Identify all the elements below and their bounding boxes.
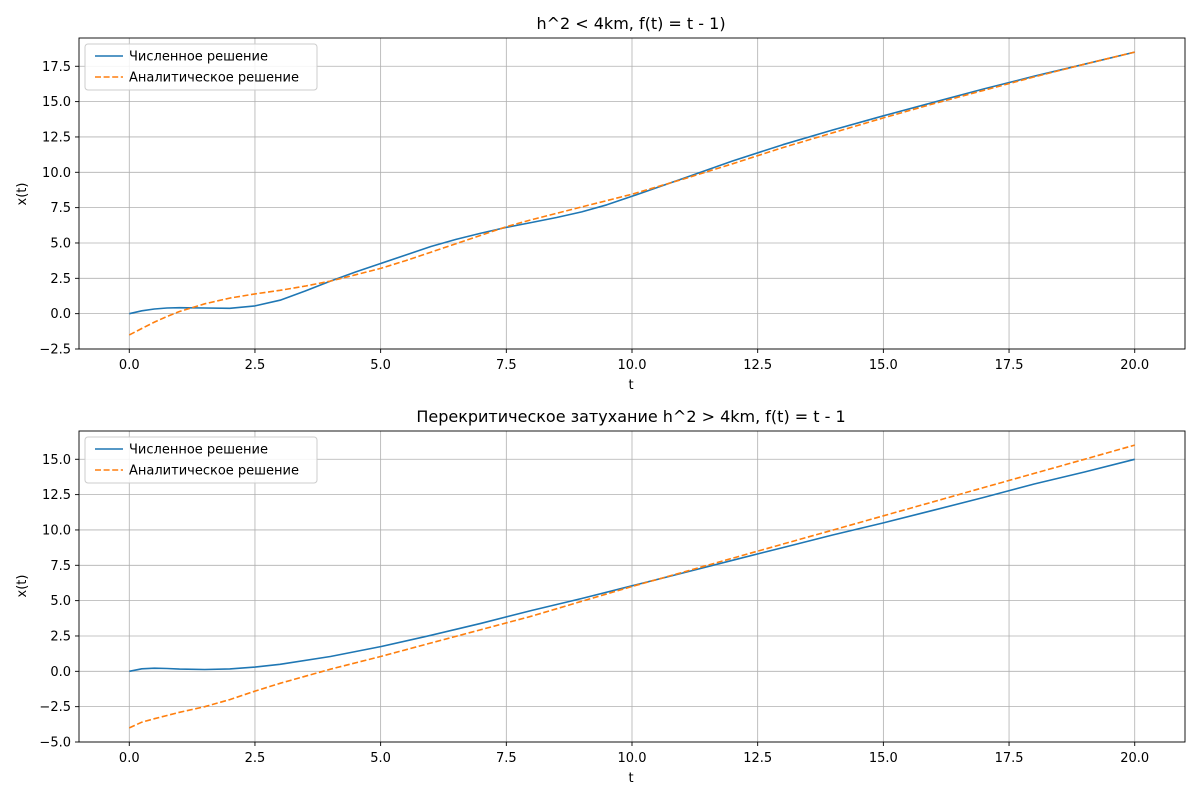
x-tick-label: 20.0 <box>1120 358 1149 373</box>
x-tick-label: 15.0 <box>869 751 898 766</box>
x-tick-label: 10.0 <box>618 751 647 766</box>
legend-label: Численное решение <box>129 443 268 458</box>
plot-area: 0.0 2.5 5.0 7.5 10.0 12.5 15.0 17.5 20.0 −5.0 −2.5… <box>39 430 1186 766</box>
legend: Численное решение Аналитическое решение <box>84 43 318 91</box>
y-tick-label: 0.0 <box>50 665 71 680</box>
x-tick-label: 10.0 <box>618 358 647 373</box>
x-tick-label: 17.5 <box>995 358 1024 373</box>
series-line <box>128 444 1135 729</box>
y-tick-label: 2.5 <box>50 272 71 287</box>
x-tick-label: 5.0 <box>370 751 391 766</box>
y-tick-label: 2.5 <box>50 629 71 644</box>
y-tick-label: 12.5 <box>42 488 71 503</box>
legend-label: Численное решение <box>129 50 268 65</box>
y-tick-label: 7.5 <box>50 559 71 574</box>
x-axis-label: t <box>628 771 633 786</box>
chart-title: Перекритическое затухание h^2 > 4km, f(t… <box>416 407 845 426</box>
y-tick-label: 15.0 <box>42 453 71 468</box>
y-tick-label: 5.0 <box>50 236 71 251</box>
chart-bottom: Перекритическое затухание h^2 > 4km, f(t… <box>15 407 1186 786</box>
x-axis-label: t <box>628 378 633 393</box>
legend-frame <box>84 43 318 91</box>
x-tick-label: 20.0 <box>1120 751 1149 766</box>
series-line <box>129 51 1135 315</box>
y-tick-label: 15.0 <box>42 95 71 110</box>
chart-top: h^2 < 4km, f(t) = t - 1) t x(t) 0.0 2.5 5.… <box>15 14 1186 393</box>
legend: Численное решение Аналитическое решение <box>84 436 318 484</box>
y-tick-label: −2.5 <box>39 700 71 715</box>
x-tick-label: 0.0 <box>119 751 140 766</box>
x-tick-label: 12.5 <box>743 751 772 766</box>
y-tick-label: 5.0 <box>50 594 71 609</box>
series-line <box>129 458 1135 673</box>
x-tick-label: 7.5 <box>496 751 517 766</box>
y-tick-label: 10.0 <box>42 166 71 181</box>
plot-area: 0.0 2.5 5.0 7.5 10.0 12.5 15.0 17.5 20.0 −2.5 0.0 2… <box>39 37 1186 373</box>
legend-frame <box>84 436 318 484</box>
x-tick-label: 7.5 <box>496 358 517 373</box>
legend-label: Аналитическое решение <box>129 71 299 86</box>
y-axis-label: x(t) <box>15 183 30 206</box>
y-tick-label: 17.5 <box>42 60 71 75</box>
y-tick-label: 12.5 <box>42 130 71 145</box>
y-axis-label: x(t) <box>15 575 30 598</box>
x-tick-label: 0.0 <box>119 358 140 373</box>
x-tick-label: 15.0 <box>869 358 898 373</box>
y-tick-label: −2.5 <box>39 343 71 358</box>
x-tick-label: 12.5 <box>743 358 772 373</box>
y-tick-label: 10.0 <box>42 523 71 538</box>
y-tick-label: −5.0 <box>39 736 71 751</box>
series-line <box>128 51 1135 336</box>
y-tick-label: 7.5 <box>50 201 71 216</box>
x-tick-label: 2.5 <box>245 751 266 766</box>
legend-label: Аналитическое решение <box>129 464 299 479</box>
y-tick-label: 0.0 <box>50 307 71 322</box>
x-tick-label: 2.5 <box>245 358 266 373</box>
x-tick-label: 17.5 <box>995 751 1024 766</box>
chart-title: h^2 < 4km, f(t) = t - 1) <box>536 14 725 33</box>
x-tick-label: 5.0 <box>370 358 391 373</box>
